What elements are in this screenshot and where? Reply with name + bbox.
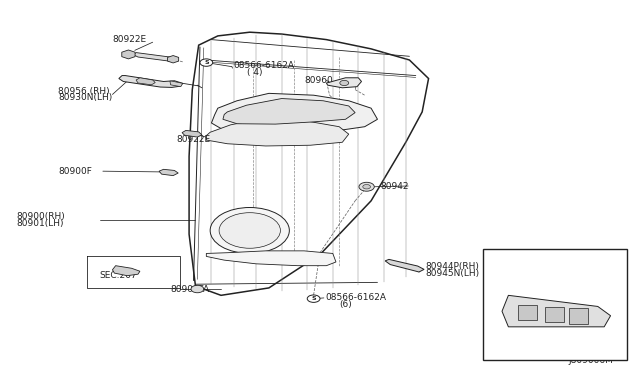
Circle shape [210, 208, 289, 253]
Text: 80900(RH): 80900(RH) [17, 212, 65, 221]
Polygon shape [136, 78, 156, 85]
Circle shape [340, 80, 349, 86]
Text: 80900F: 80900F [58, 167, 92, 176]
Bar [545, 307, 564, 323]
Polygon shape [502, 295, 611, 327]
Polygon shape [159, 169, 178, 176]
Text: 80922E: 80922E [176, 135, 211, 144]
Text: 80945N(LH): 80945N(LH) [426, 269, 479, 278]
Text: S: S [311, 296, 316, 301]
Text: 80956 (RH): 80956 (RH) [58, 87, 110, 96]
Circle shape [219, 213, 280, 248]
Polygon shape [170, 81, 182, 87]
Text: 80900FA: 80900FA [170, 285, 209, 294]
Bar [483, 249, 627, 360]
Polygon shape [168, 55, 179, 63]
Circle shape [200, 59, 212, 66]
Text: 80930N(LH): 80930N(LH) [58, 93, 113, 102]
Polygon shape [113, 266, 140, 276]
Polygon shape [182, 131, 202, 137]
Text: 80944P(RH): 80944P(RH) [426, 262, 479, 271]
Polygon shape [134, 52, 176, 61]
Text: 08566-6162A: 08566-6162A [325, 294, 386, 302]
Bar [518, 305, 537, 320]
Circle shape [363, 185, 371, 189]
Text: 80922E: 80922E [113, 35, 147, 44]
Text: 80960: 80960 [304, 76, 333, 85]
Text: 08566-6162A: 08566-6162A [234, 61, 295, 70]
Polygon shape [206, 251, 336, 266]
Polygon shape [326, 78, 362, 88]
Polygon shape [223, 99, 355, 124]
Polygon shape [119, 76, 182, 87]
Text: 80961(LH): 80961(LH) [516, 252, 564, 261]
Text: ( 4): ( 4) [246, 68, 262, 77]
Text: S: S [204, 60, 209, 65]
Circle shape [191, 285, 204, 293]
Text: SEC.267: SEC.267 [100, 271, 138, 280]
Text: 80901(LH): 80901(LH) [17, 219, 64, 228]
Text: (6): (6) [339, 300, 352, 309]
Polygon shape [211, 93, 378, 132]
Polygon shape [122, 50, 135, 59]
Circle shape [359, 182, 374, 191]
Polygon shape [189, 32, 429, 295]
Polygon shape [385, 259, 424, 272]
Bar [569, 308, 588, 324]
Text: 80942: 80942 [381, 182, 409, 190]
Text: J809006M: J809006M [569, 356, 614, 365]
Polygon shape [206, 119, 349, 146]
Circle shape [307, 295, 320, 302]
